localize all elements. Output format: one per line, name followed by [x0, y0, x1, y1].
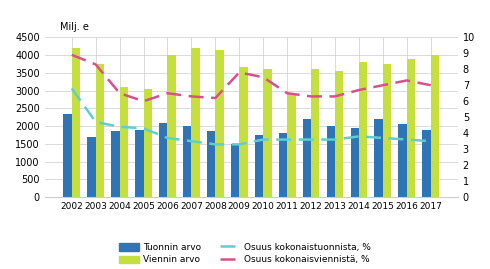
Bar: [159, 122, 168, 197]
Bar: [231, 144, 239, 197]
Bar: [383, 64, 391, 197]
Bar: [192, 48, 200, 197]
Bar: [398, 124, 407, 197]
Bar: [279, 133, 287, 197]
Bar: [303, 119, 311, 197]
Bar: [335, 71, 343, 197]
Bar: [135, 130, 144, 197]
Bar: [168, 55, 176, 197]
Bar: [350, 128, 359, 197]
Legend: Tuonnin arvo, Viennin arvo, Osuus kokonaistuonnista, %, Osuus kokonaisviennistä,: Tuonnin arvo, Viennin arvo, Osuus kokona…: [119, 243, 371, 264]
Bar: [327, 126, 335, 197]
Bar: [422, 130, 431, 197]
Bar: [207, 131, 215, 197]
Bar: [239, 68, 247, 197]
Bar: [87, 137, 96, 197]
Bar: [263, 69, 271, 197]
Bar: [215, 50, 224, 197]
Bar: [72, 48, 80, 197]
Bar: [287, 94, 295, 197]
Bar: [431, 55, 439, 197]
Bar: [255, 135, 263, 197]
Bar: [63, 114, 72, 197]
Bar: [183, 126, 192, 197]
Bar: [374, 119, 383, 197]
Bar: [144, 89, 152, 197]
Bar: [96, 64, 104, 197]
Bar: [407, 59, 415, 197]
Bar: [359, 62, 368, 197]
Text: Milj. e: Milj. e: [60, 22, 89, 32]
Bar: [111, 131, 120, 197]
Bar: [311, 69, 319, 197]
Bar: [120, 87, 128, 197]
